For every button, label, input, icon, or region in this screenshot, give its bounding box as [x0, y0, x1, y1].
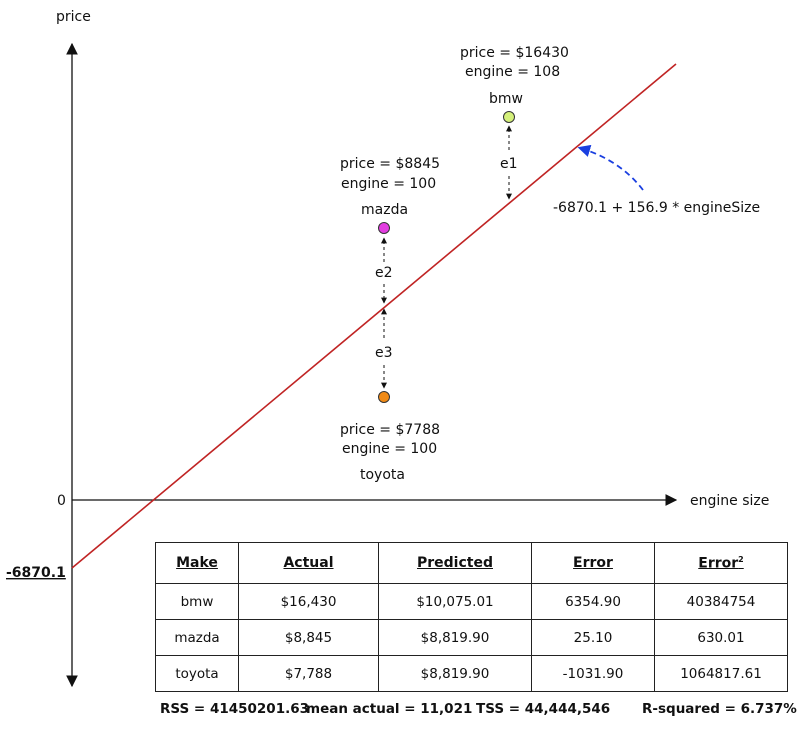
bmw-price-label: price = $16430: [460, 45, 569, 61]
cell-make: toyota: [155, 655, 239, 692]
tss-stat: TSS = 44,444,546: [476, 701, 611, 717]
table-row: mazda $8,845 $8,819.90 25.10 630.01: [155, 619, 788, 656]
bmw-data-point: [503, 111, 515, 123]
toyota-error-label: e3: [375, 345, 393, 361]
toyota-make-label: toyota: [360, 467, 405, 483]
mazda-price-label: price = $8845: [340, 156, 440, 172]
rss-stat: RSS = 41450201.63: [160, 701, 310, 717]
table-header-row: Make Actual Predicted Error Error2: [155, 542, 788, 584]
header-actual: Actual: [238, 542, 379, 584]
cell-actual: $8,845: [238, 619, 379, 656]
intercept-label: -6870.1: [6, 565, 66, 581]
squared-marker: 2: [738, 554, 744, 564]
equation-label: -6870.1 + 156.9 * engineSize: [553, 200, 760, 216]
mazda-error-label: e2: [375, 265, 393, 281]
bmw-make-label: bmw: [489, 91, 523, 107]
cell-make: mazda: [155, 619, 239, 656]
cell-error-squared: 630.01: [654, 619, 788, 656]
cell-error: -1031.90: [531, 655, 655, 692]
bmw-error-label: e1: [500, 156, 518, 172]
cell-error-squared: 40384754: [654, 583, 788, 620]
header-error-squared-label: Error: [698, 555, 739, 572]
equation-pointer-arrow: [577, 144, 644, 191]
x-axis-label: engine size: [690, 493, 769, 509]
cell-error: 25.10: [531, 619, 655, 656]
r-squared-stat: R-squared = 6.737%: [642, 701, 797, 717]
cell-actual: $7,788: [238, 655, 379, 692]
toyota-price-label: price = $7788: [340, 422, 440, 438]
header-predicted: Predicted: [378, 542, 532, 584]
mazda-make-label: mazda: [361, 202, 408, 218]
results-table: Make Actual Predicted Error Error2 bmw $…: [155, 542, 788, 692]
cell-predicted: $8,819.90: [378, 619, 532, 656]
bmw-engine-label: engine = 108: [465, 64, 560, 80]
regression-line: [71, 63, 677, 569]
mazda-data-point: [378, 222, 390, 234]
cell-predicted: $8,819.90: [378, 655, 532, 692]
cell-actual: $16,430: [238, 583, 379, 620]
header-make: Make: [155, 542, 239, 584]
mean-actual-stat: mean actual = 11,021: [306, 701, 473, 717]
header-error: Error: [531, 542, 655, 584]
zero-label: 0: [57, 493, 66, 509]
toyota-data-point: [378, 391, 390, 403]
mazda-engine-label: engine = 100: [341, 176, 436, 192]
y-axis-label: price: [56, 9, 91, 25]
summary-stats: RSS = 41450201.63 mean actual = 11,021 T…: [160, 701, 797, 723]
cell-make: bmw: [155, 583, 239, 620]
header-error-squared: Error2: [654, 542, 788, 584]
table-row: toyota $7,788 $8,819.90 -1031.90 1064817…: [155, 655, 788, 692]
table-row: bmw $16,430 $10,075.01 6354.90 40384754: [155, 583, 788, 620]
cell-predicted: $10,075.01: [378, 583, 532, 620]
cell-error: 6354.90: [531, 583, 655, 620]
cell-error-squared: 1064817.61: [654, 655, 788, 692]
toyota-engine-label: engine = 100: [342, 441, 437, 457]
